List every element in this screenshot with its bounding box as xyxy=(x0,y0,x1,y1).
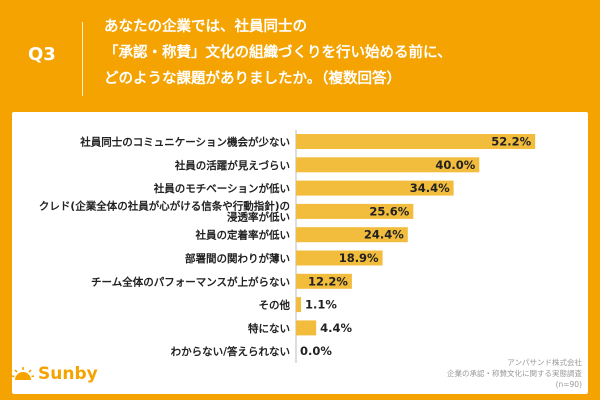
question-line: 「承認・称賛」文化の組織づくりを行い始める前に、 xyxy=(104,45,452,61)
value-label: 34.4% xyxy=(410,181,450,195)
category-label: 部署間の関わりが薄い xyxy=(185,252,290,265)
value-label: 25.6% xyxy=(369,204,409,218)
question-line: どのような課題がありましたか。（複数回答） xyxy=(104,71,401,87)
category-label: その他 xyxy=(259,299,291,312)
category-label: 浸透率が低い xyxy=(227,210,290,223)
category-label: クレド(企業全体の社員が心がける信条や行動指針)の xyxy=(39,199,290,212)
logo-text: Sunby xyxy=(38,364,98,384)
category-label: わからない/答えられない xyxy=(171,345,290,358)
bar xyxy=(296,250,383,266)
bar xyxy=(296,297,302,313)
question-text: あなたの企業では、社員同士の 「承認・称賛」文化の組織づくりを行い始める前に、 … xyxy=(104,14,584,92)
bar xyxy=(296,134,536,149)
question-number: Q3 xyxy=(28,44,56,65)
value-label: 24.4% xyxy=(364,228,404,242)
category-label: チーム全体のパフォーマンスが上がらない xyxy=(91,275,290,288)
header: Q3 あなたの企業では、社員同士の 「承認・称賛」文化の組織づくりを行い始める前… xyxy=(0,0,600,112)
value-label: 18.9% xyxy=(339,251,379,265)
source-note: アンパサンド株式会社 企業の承認・称賛文化に関する実態調査 (n=90) xyxy=(447,357,582,390)
value-label: 12.2% xyxy=(308,274,348,288)
source-company: アンパサンド株式会社 xyxy=(507,358,582,367)
bar xyxy=(296,203,414,219)
category-label: 社員の定着率が低い xyxy=(195,229,291,242)
source-survey: 企業の承認・称賛文化に関する実態調査 xyxy=(447,369,582,378)
bar xyxy=(296,320,317,336)
category-label: 社員のモチベーションが低い xyxy=(153,182,290,195)
value-label: 4.4% xyxy=(320,321,352,335)
sun-icon xyxy=(12,367,34,380)
header-divider xyxy=(82,22,83,96)
bar xyxy=(296,273,352,289)
sunby-logo: Sunby xyxy=(12,364,98,384)
bar xyxy=(296,157,480,173)
value-label: 52.2% xyxy=(491,135,531,149)
value-label: 1.1% xyxy=(305,298,337,312)
value-label: 40.0% xyxy=(435,158,475,172)
source-sample-size: (n=90) xyxy=(555,380,582,389)
category-label: 社員同士のコミュニケーション機会が少ない xyxy=(79,136,290,149)
bar xyxy=(296,227,408,243)
question-line: あなたの企業では、社員同士の xyxy=(104,19,307,35)
bar xyxy=(296,180,454,196)
category-label: 社員の活躍が見えづらい xyxy=(174,159,290,172)
value-label: 0.0% xyxy=(300,344,332,358)
category-label: 特にない xyxy=(248,322,290,335)
